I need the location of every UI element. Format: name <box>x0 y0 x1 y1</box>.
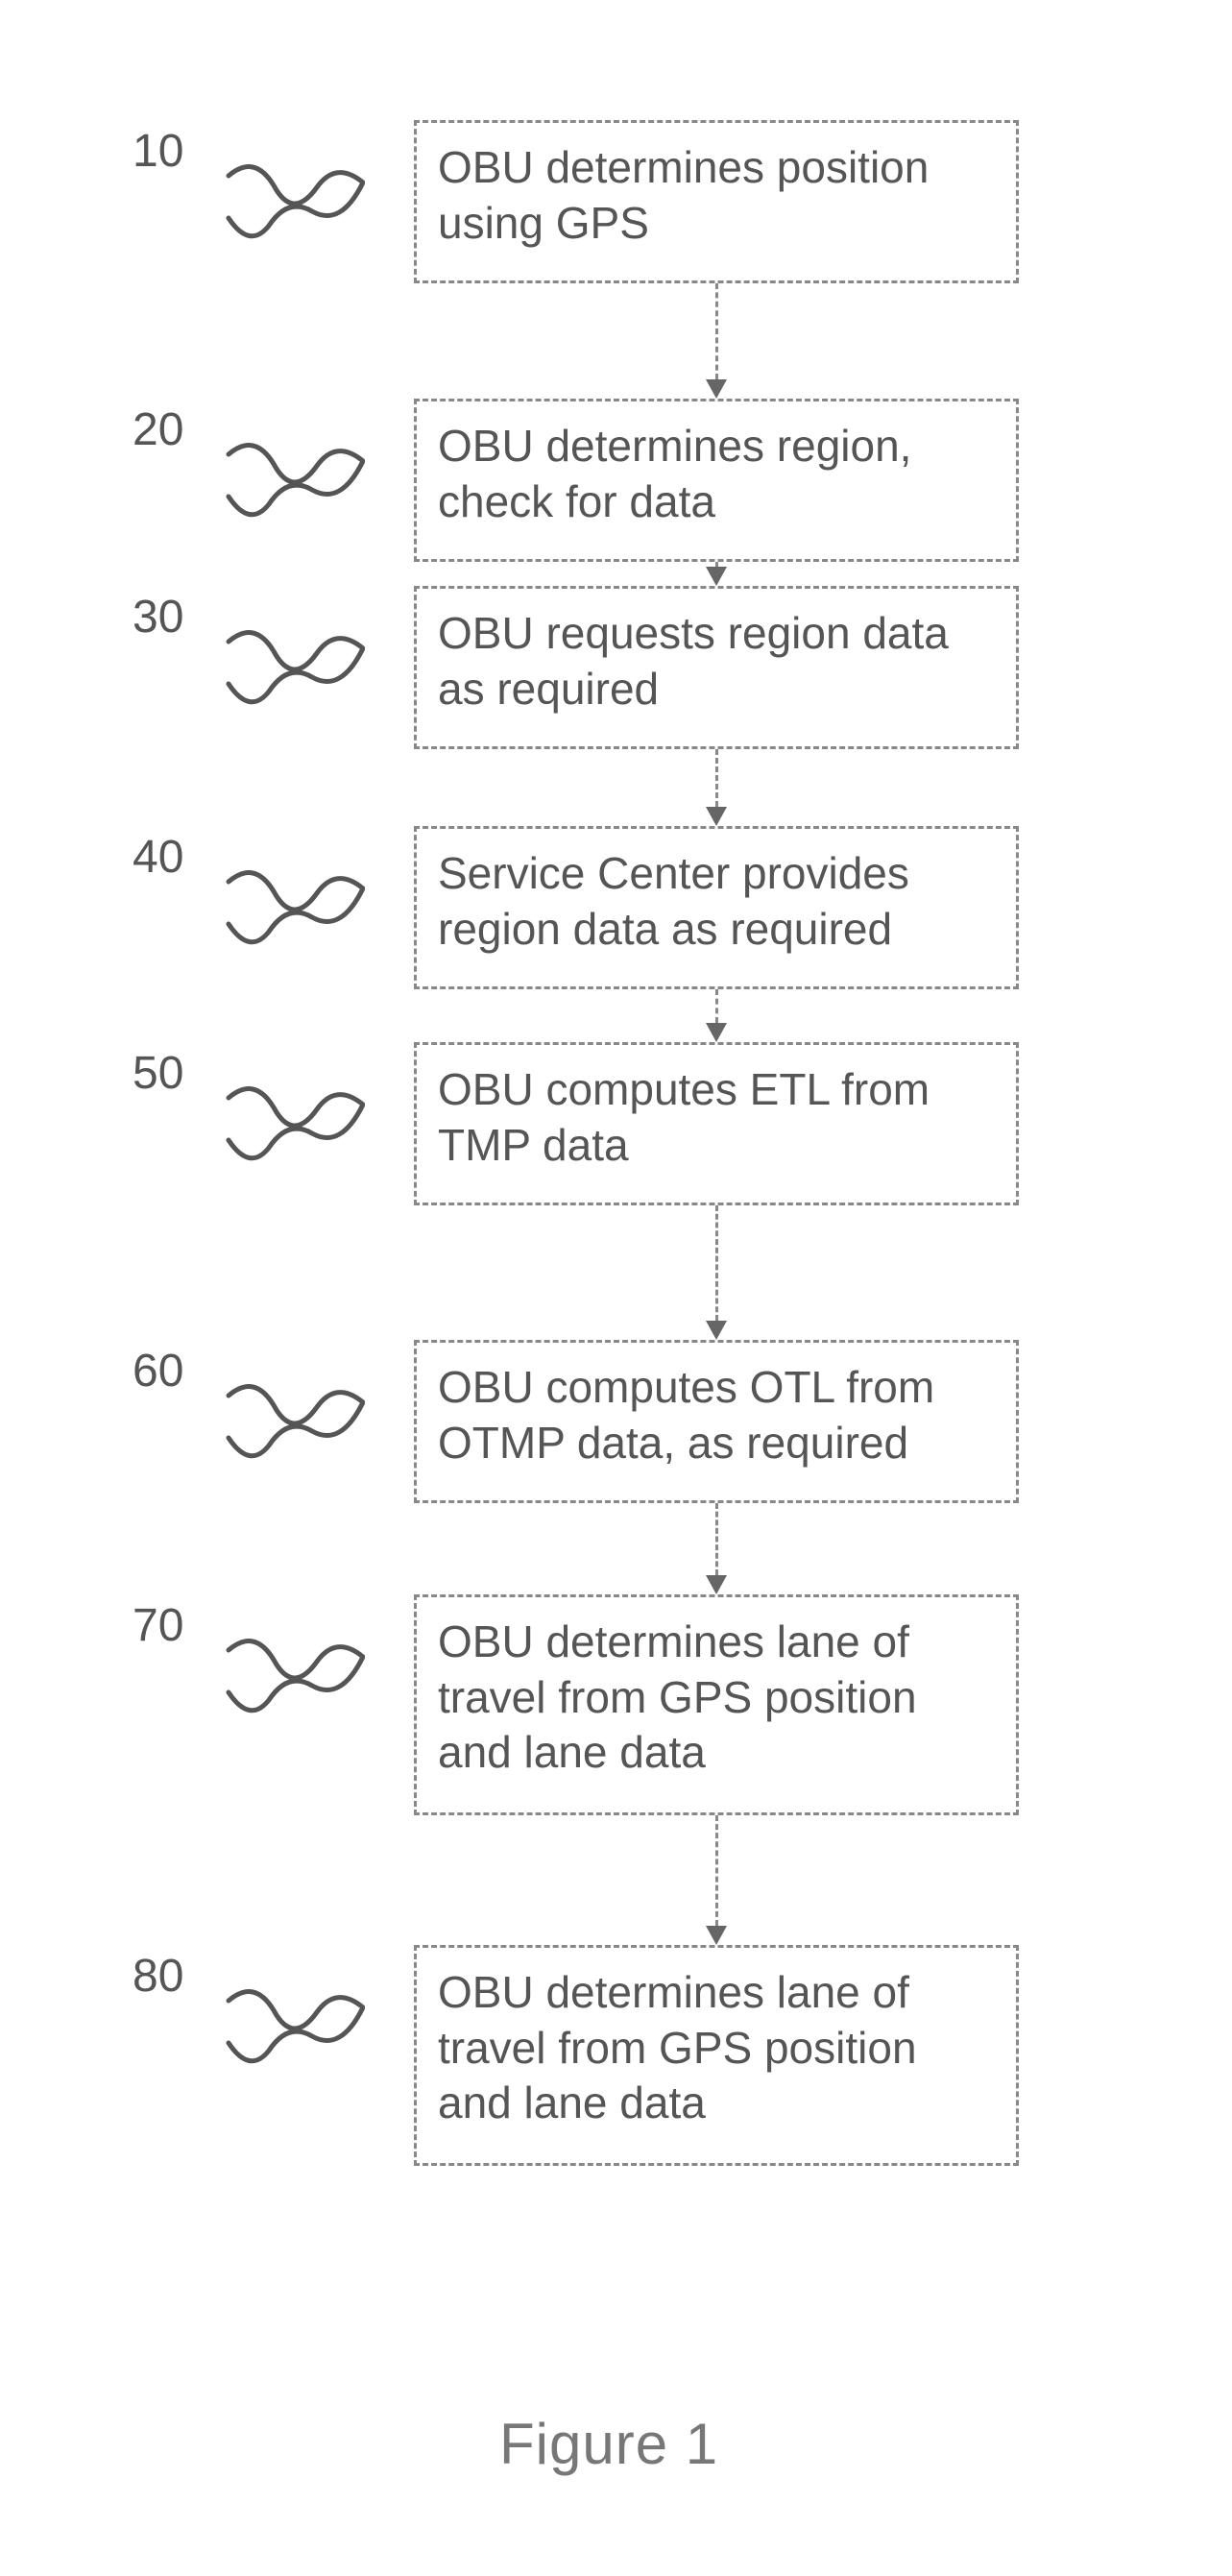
flowchart-step-label-40: 40 <box>133 831 183 884</box>
flowchart-step-text: OBU requests region data as required <box>438 608 949 714</box>
flowchart-step-label-70: 70 <box>133 1599 183 1652</box>
squiggle-icon <box>221 437 365 523</box>
flowchart-step-label-60: 60 <box>133 1345 183 1397</box>
flowchart-step-text: OBU determines lane of travel from GPS p… <box>438 1616 917 1777</box>
flowchart-step-30: OBU requests region data as required <box>414 586 1019 749</box>
flowchart-step-70: OBU determines lane of travel from GPS p… <box>414 1594 1019 1815</box>
flowchart-step-10: OBU determines position using GPS <box>414 120 1019 283</box>
arrow-down-icon <box>706 1321 727 1340</box>
flowchart-canvas: Figure 1 OBU determines position using G… <box>0 0 1232 2576</box>
flowchart-step-label-80: 80 <box>133 1950 183 2003</box>
flowchart-step-text: Service Center provides region data as r… <box>438 848 909 954</box>
squiggle-icon <box>221 1378 365 1465</box>
flowchart-step-20: OBU determines region, check for data <box>414 399 1019 562</box>
flowchart-arrow <box>715 1205 718 1321</box>
squiggle-icon <box>221 158 365 245</box>
squiggle-icon <box>221 1081 365 1167</box>
flowchart-step-text: OBU determines lane of travel from GPS p… <box>438 1967 917 2127</box>
arrow-down-icon <box>706 1575 727 1594</box>
flowchart-arrow <box>715 1815 718 1926</box>
squiggle-icon <box>221 1983 365 2070</box>
squiggle-icon <box>221 1633 365 1719</box>
flowchart-step-label-30: 30 <box>133 591 183 644</box>
flowchart-step-label-20: 20 <box>133 403 183 456</box>
flowchart-arrow <box>715 1503 718 1575</box>
flowchart-step-label-50: 50 <box>133 1047 183 1100</box>
squiggle-icon <box>221 864 365 951</box>
flowchart-arrow <box>715 749 718 807</box>
figure-caption: Figure 1 <box>499 2411 718 2477</box>
flowchart-step-text: OBU computes ETL from TMP data <box>438 1064 930 1170</box>
arrow-down-icon <box>706 1926 727 1945</box>
arrow-down-icon <box>706 567 727 586</box>
flowchart-step-50: OBU computes ETL from TMP data <box>414 1042 1019 1205</box>
flowchart-arrow <box>715 989 718 1023</box>
flowchart-step-text: OBU determines position using GPS <box>438 142 929 248</box>
flowchart-step-label-10: 10 <box>133 125 183 178</box>
arrow-down-icon <box>706 379 727 399</box>
flowchart-step-60: OBU computes OTL from OTMP data, as requ… <box>414 1340 1019 1503</box>
flowchart-step-text: OBU computes OTL from OTMP data, as requ… <box>438 1362 934 1468</box>
arrow-down-icon <box>706 1023 727 1042</box>
flowchart-step-40: Service Center provides region data as r… <box>414 826 1019 989</box>
flowchart-step-text: OBU determines region, check for data <box>438 421 911 526</box>
squiggle-icon <box>221 624 365 711</box>
arrow-down-icon <box>706 807 727 826</box>
flowchart-step-80: OBU determines lane of travel from GPS p… <box>414 1945 1019 2166</box>
flowchart-arrow <box>715 283 718 379</box>
